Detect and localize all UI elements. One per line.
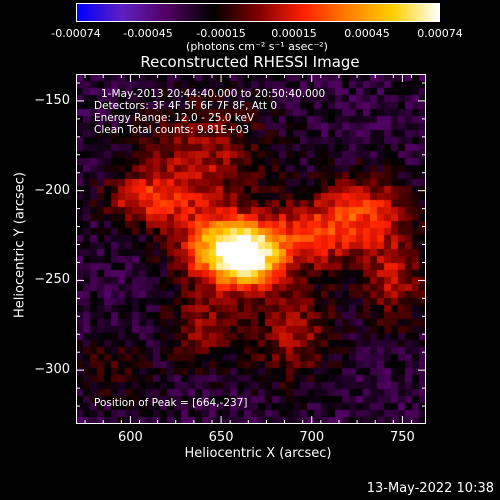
x-axis-tick-label: 700 [299,430,325,445]
x-axis-label: Heliocentric X (arcsec) [184,446,332,461]
colorbar-tick: 0.00015 [271,27,317,40]
colorbar-tick: -0.00074 [51,27,101,40]
info-energy-range: Energy Range: 12.0 - 25.0 keV [94,112,255,124]
colorbar-unit-label: (photons cm⁻² s⁻¹ asec⁻²) [186,40,328,53]
x-axis-tick-label: 650 [208,430,234,445]
colorbar-tick: 0.00045 [344,27,390,40]
info-clean: Clean Total counts: 9.81E+03 [94,124,250,136]
colorbar-tick: -0.00045 [123,27,173,40]
y-axis-tick-label: −250 [34,272,70,288]
info-detectors: Detectors: 3F 4F 5F 6F 7F 8F, Att 0 [94,100,278,112]
chart-title: Reconstructed RHESSI Image [140,53,360,71]
info-time-range: 1-May-2013 20:44:40.000 to 20:50:40.000 [101,88,326,100]
y-axis-tick-label: −200 [34,182,70,198]
colorbar [76,3,440,22]
x-axis-tick-label: 750 [390,430,415,445]
heatmap-plot [76,74,426,424]
plot-frame [76,74,426,424]
colorbar-tick: 0.00074 [417,27,463,40]
y-axis-tick-label: −300 [34,362,70,378]
colorbar-tick: -0.00015 [196,27,246,40]
timestamp: 13-May-2022 10:38 [366,481,494,496]
y-axis-tick-label: −150 [34,92,70,108]
y-axis-label: Heliocentric Y (arcsec) [12,172,28,318]
info-peak-position: Position of Peak = [664,-237] [94,397,248,409]
x-axis-tick-label: 600 [117,430,143,445]
